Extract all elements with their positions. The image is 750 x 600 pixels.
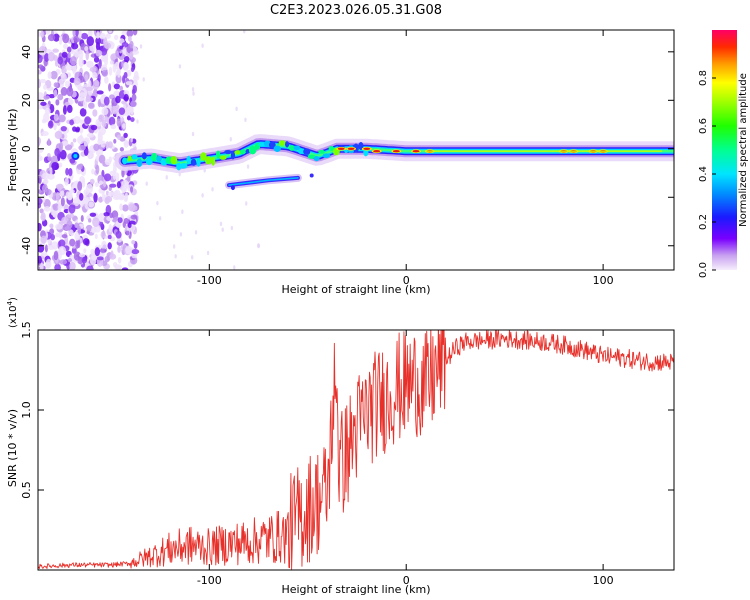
colorbar: 0.0 0.2 0.4 0.6 0.8 Normalized spectral ampl… [698,30,749,278]
colorbar-tick-label: 0.0 [698,262,709,278]
spectrogram-x-axis-label: Height of straight line (km) [281,283,430,296]
spectrogram-panel: -100 0 100 -40 -20 0 20 40 Height of straight … [6,29,675,296]
snr-x-axis-label: Height of straight line (km) [281,583,430,596]
spectrogram-heatmap [38,30,674,270]
noise-speckle [38,30,252,270]
y-tick-label: 0.5 [20,481,33,499]
y-tick-label: -40 [20,237,33,255]
y-tick-label: 20 [20,93,33,107]
snr-y-multiplier: (x104) [6,297,19,328]
x-tick-label: -100 [197,574,222,587]
snr-series-line [38,330,674,570]
colorbar-tick-label: 0.2 [698,214,709,230]
spectrogram-frame [37,29,675,271]
x-tick-label: 0 [403,574,410,587]
spectrogram-y-axis-label: Frequency (Hz) [6,109,19,192]
colorbar-gradient [712,30,737,270]
y-tick-label: 0 [20,145,33,152]
x-tick-label: 100 [593,274,614,287]
snr-x-ticks: -100 0 100 [197,330,614,587]
figure-title: C2E3.2023.026.05.31.G08 [270,3,442,18]
colorbar-ticks: 0.0 0.2 0.4 0.6 0.8 [698,70,716,278]
colorbar-tick-label: 0.6 [698,118,709,134]
snr-panel: -100 0 100 0.5 1.0 1.5 Height of straight li… [6,297,675,596]
snr-y-ticks: 0.5 1.0 1.5 [20,321,674,499]
spectral-ridge [71,134,674,249]
snr-frame [37,329,675,571]
colorbar-tick-label: 0.8 [698,70,709,86]
colorbar-tick-label: 0.4 [698,166,709,182]
snr-y-axis-label: SNR (10 * v/v) [6,409,19,487]
y-tick-label: 40 [20,45,33,59]
colorbar-label: Normalized spectral amplitude [738,73,749,227]
x-tick-label: -100 [197,274,222,287]
x-tick-label: 0 [403,274,410,287]
x-tick-label: 100 [593,574,614,587]
y-tick-label: 1.0 [20,401,33,419]
spectrogram-x-ticks: -100 0 100 [197,30,614,287]
y-tick-label: 1.5 [20,321,33,339]
y-tick-label: -20 [20,188,33,206]
spectrogram-y-ticks: -40 -20 0 20 40 [20,45,674,255]
